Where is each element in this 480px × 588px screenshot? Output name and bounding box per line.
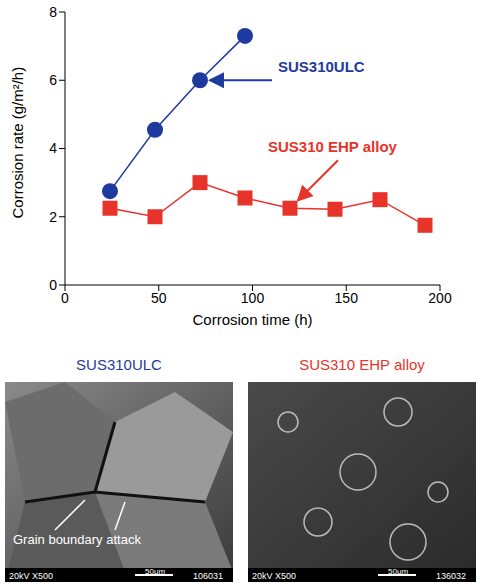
svg-text:150: 150 [335,290,359,306]
svg-text:2: 2 [49,209,57,225]
svg-text:6: 6 [49,72,57,88]
svg-text:50μm: 50μm [388,567,409,576]
svg-text:100: 100 [241,290,265,306]
svg-text:Grain boundary attack: Grain boundary attack [13,532,141,547]
svg-text:Corrosion rate (g/m²/h): Corrosion rate (g/m²/h) [9,67,26,219]
svg-text:8: 8 [49,4,57,20]
svg-text:200: 200 [428,290,452,306]
html-text:SUS310ULC: SUS310ULC [76,356,162,373]
svg-text:50μm: 50μm [145,567,166,576]
html-text:SUS310 EHP alloy: SUS310 EHP alloy [299,356,425,373]
svg-text:0: 0 [49,277,57,293]
svg-text:SUS310ULC: SUS310ULC [278,58,365,75]
svg-text:20kV X500: 20kV X500 [252,571,296,581]
svg-text:50: 50 [151,290,167,306]
svg-text:SUS310 EHP alloy: SUS310 EHP alloy [268,138,398,155]
svg-text:Corrosion time (h): Corrosion time (h) [192,311,312,328]
svg-text:20kV X500: 20kV X500 [9,571,53,581]
svg-text:136032: 136032 [436,571,466,581]
svg-text:4: 4 [49,140,57,156]
svg-text:0: 0 [61,290,69,306]
svg-text:106031: 106031 [193,571,223,581]
